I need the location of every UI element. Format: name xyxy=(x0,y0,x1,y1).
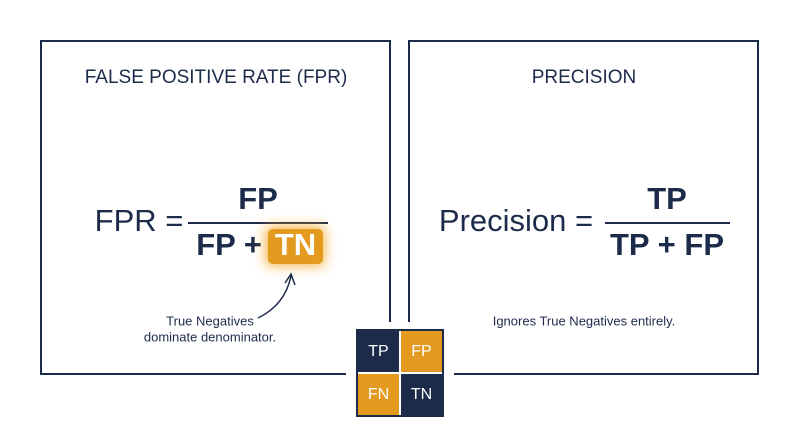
numerator: FP xyxy=(238,181,278,216)
panel-title: PRECISION xyxy=(532,67,637,88)
annotation: Ignores True Negatives entirely. xyxy=(493,313,676,328)
matrix-cell xyxy=(358,374,399,415)
panel-title: FALSE POSITIVE RATE (FPR) xyxy=(85,67,348,88)
arrow xyxy=(257,275,292,319)
denominator: TP + FP xyxy=(610,227,724,262)
matrix-label: FP xyxy=(411,343,431,360)
formula-lhs: Precision = xyxy=(439,203,593,238)
matrix-label: TN xyxy=(411,386,432,403)
arrow-head xyxy=(284,272,296,286)
annotation: True Negatives xyxy=(166,313,254,328)
matrix-cell xyxy=(401,331,442,372)
highlight-box xyxy=(268,229,323,264)
matrix-label: FN xyxy=(368,386,389,403)
matrix-cell xyxy=(358,331,399,372)
formula-lhs: FPR = xyxy=(95,203,184,238)
right-panel xyxy=(408,40,759,375)
denominator: FP + xyxy=(196,227,262,262)
numerator: TP xyxy=(647,181,687,216)
left-panel xyxy=(40,40,391,375)
matrix-cell xyxy=(401,374,442,415)
matrix-label: TP xyxy=(368,343,388,360)
highlight-term: TN xyxy=(275,227,316,262)
annotation: dominate denominator. xyxy=(144,329,276,344)
